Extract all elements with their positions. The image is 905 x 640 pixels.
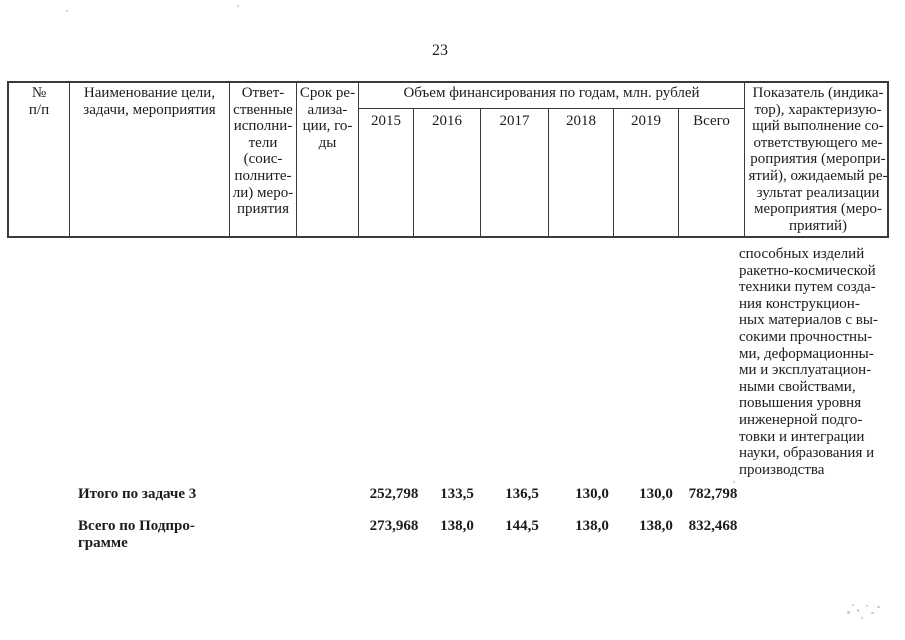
financing-table: № п/п Наименование цели, задачи, меропри… bbox=[7, 81, 889, 238]
scan-noise bbox=[866, 605, 868, 607]
header-year-total: Всего bbox=[679, 109, 745, 236]
scan-noise bbox=[861, 617, 863, 619]
header-year-2019: 2019 bbox=[614, 109, 679, 236]
scan-noise bbox=[871, 612, 874, 614]
row-total-subprogram-label: Всего по Подпро- грамме bbox=[78, 518, 195, 551]
header-col-executors: Ответ- ственные исполни- тели (соис- пол… bbox=[230, 83, 297, 236]
scan-noise bbox=[66, 10, 68, 12]
header-year-2015: 2015 bbox=[359, 109, 414, 236]
row-total-subprogram-value-2018: 138,0 bbox=[575, 518, 609, 534]
row-total-task3-value-2017: 136,5 bbox=[505, 486, 539, 502]
row-total-subprogram-value-2019: 138,0 bbox=[639, 518, 673, 534]
header-col-financing: Объем финансирования по годам, млн. рубл… bbox=[359, 83, 745, 109]
scan-noise bbox=[237, 5, 239, 7]
header-year-2016: 2016 bbox=[414, 109, 481, 236]
row-total-task3-value-2018: 130,0 bbox=[575, 486, 609, 502]
indicator-continuation-text: способных изделий ракетно-космической те… bbox=[739, 246, 878, 478]
scan-noise bbox=[857, 609, 859, 612]
header-year-2017: 2017 bbox=[481, 109, 549, 236]
row-total-task3-value-2016: 133,5 bbox=[440, 486, 474, 502]
scan-noise bbox=[852, 604, 854, 606]
header-col-indicator: Показатель (индика- тор), характеризую- … bbox=[748, 85, 888, 234]
header-col-number: № п/п bbox=[9, 83, 70, 236]
header-col-name: Наименование цели, задачи, мероприятия bbox=[70, 83, 230, 236]
header-year-2018: 2018 bbox=[549, 109, 614, 236]
page-number: 23 bbox=[432, 42, 448, 59]
row-total-subprogram-value-2015: 273,968 bbox=[369, 518, 419, 534]
row-total-subprogram-value-2017: 144,5 bbox=[505, 518, 539, 534]
row-total-task3-value-2019: 130,0 bbox=[639, 486, 673, 502]
header-col-period: Срок ре- ализа- ции, го- ды bbox=[297, 83, 359, 236]
scan-noise bbox=[733, 481, 735, 483]
scan-noise bbox=[877, 606, 880, 608]
row-total-task3-value-2015: 252,798 bbox=[369, 486, 419, 502]
row-total-subprogram-value-total: 832,468 bbox=[688, 518, 738, 534]
row-total-task3-label: Итого по задаче 3 bbox=[78, 486, 197, 502]
row-total-task3-value-total: 782,798 bbox=[688, 486, 738, 502]
row-total-subprogram-value-2016: 138,0 bbox=[440, 518, 474, 534]
scan-noise bbox=[847, 611, 850, 614]
